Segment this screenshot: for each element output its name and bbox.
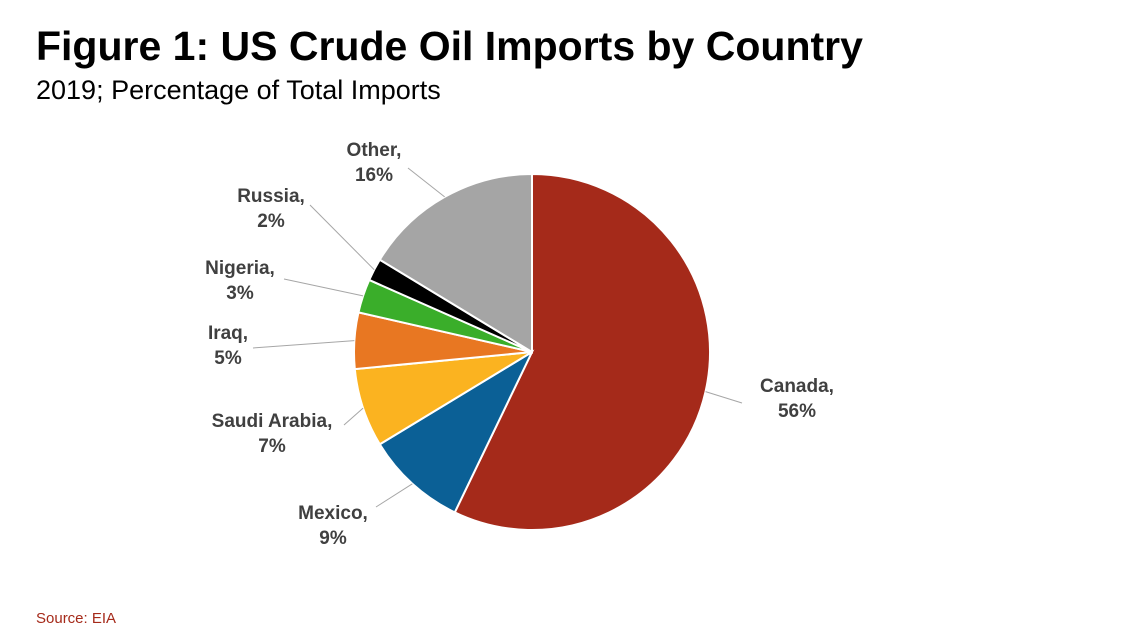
value-label: 2%: [257, 211, 285, 232]
slice-label: Iraq,: [208, 323, 248, 344]
leader-line: [309, 204, 375, 271]
leader-line: [375, 483, 413, 508]
leader-line: [343, 407, 364, 426]
value-label: 3%: [226, 283, 254, 304]
value-label: 9%: [319, 528, 347, 549]
leader-line: [283, 278, 364, 297]
source-note: Source: EIA: [36, 610, 116, 627]
leader-line: [407, 167, 445, 198]
slice-label: Other,: [347, 140, 402, 161]
slice-label: Nigeria,: [205, 258, 275, 279]
value-label: 16%: [355, 165, 393, 186]
value-label: 5%: [214, 348, 242, 369]
value-label: 7%: [258, 436, 286, 457]
leader-line: [705, 391, 743, 404]
pie-slice: [378, 172, 533, 354]
chart-title: Figure 1: US Crude Oil Imports by Countr…: [36, 23, 863, 69]
slice-label: Saudi Arabia,: [212, 411, 333, 432]
value-label: 56%: [778, 401, 816, 422]
leader-line: [252, 340, 355, 349]
pie-slice: [378, 349, 535, 514]
slice-label: Canada,: [760, 376, 834, 397]
slice-label: Russia,: [237, 186, 305, 207]
chart-subtitle: 2019; Percentage of Total Imports: [36, 75, 441, 105]
slice-label: Mexico,: [298, 503, 368, 524]
